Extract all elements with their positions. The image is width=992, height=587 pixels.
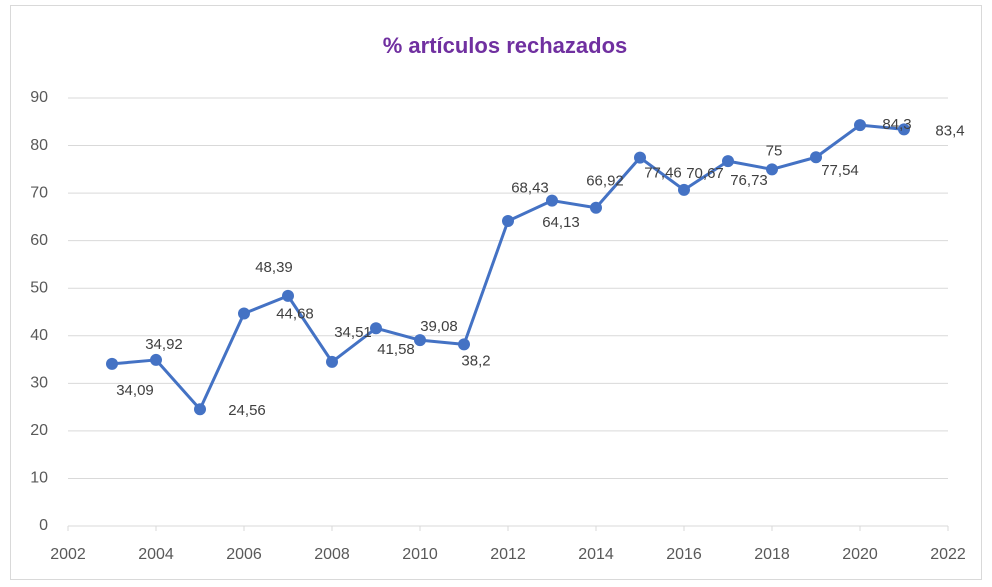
x-tick-label: 2018: [754, 546, 790, 563]
marker: [238, 307, 250, 320]
marker: [898, 123, 910, 136]
y-tick-label: 0: [39, 517, 48, 534]
y-tick-label: 80: [30, 137, 48, 154]
data-label: 44,68: [276, 305, 314, 322]
y-tick-label: 50: [30, 279, 48, 296]
data-label: 75: [766, 142, 783, 159]
data-label: 83,4: [935, 122, 964, 139]
marker: [150, 353, 162, 366]
data-label: 34,51: [334, 324, 372, 341]
data-label: 70,67: [686, 165, 724, 182]
marker: [810, 151, 822, 164]
marker: [678, 183, 690, 196]
data-label: 77,54: [821, 162, 859, 179]
marker: [326, 355, 338, 368]
marker: [502, 215, 514, 228]
data-label: 64,13: [542, 214, 580, 231]
x-tick-label: 2016: [666, 546, 702, 563]
marker: [194, 403, 206, 416]
data-label: 84,3: [882, 116, 911, 133]
chart-border: [10, 5, 982, 580]
marker: [766, 163, 778, 176]
x-tick-label: 2002: [50, 546, 86, 563]
y-tick-label: 20: [30, 422, 48, 439]
x-tick-label: 2012: [490, 546, 526, 563]
y-tick-label: 90: [30, 89, 48, 106]
marker: [106, 357, 118, 370]
x-tick-label: 2014: [578, 546, 614, 563]
marker: [634, 151, 646, 164]
data-label: 76,73: [730, 172, 768, 189]
marker: [370, 322, 382, 335]
marker: [854, 119, 866, 132]
marker: [458, 338, 470, 351]
data-label: 77,46: [644, 165, 682, 182]
y-tick-label: 70: [30, 184, 48, 201]
data-label: 38,2: [461, 352, 490, 369]
data-label: 48,39: [255, 259, 293, 276]
data-label: 39,08: [420, 318, 458, 335]
marker: [722, 155, 734, 168]
x-tick-label: 2020: [842, 546, 878, 563]
data-label: 66,92: [586, 173, 624, 190]
marker: [414, 334, 426, 347]
y-tick-label: 30: [30, 375, 48, 392]
x-tick-label: 2004: [138, 546, 174, 563]
data-label: 41,58: [377, 341, 415, 358]
chart-title: % artículos rechazados: [383, 33, 628, 58]
y-tick-label: 60: [30, 232, 48, 249]
y-tick-label: 10: [30, 470, 48, 487]
y-tick-label: 40: [30, 327, 48, 344]
marker: [282, 289, 294, 302]
x-tick-label: 2022: [930, 546, 966, 563]
x-tick-label: 2008: [314, 546, 350, 563]
data-label: 68,43: [511, 180, 549, 197]
marker: [590, 201, 602, 214]
x-tick-label: 2006: [226, 546, 262, 563]
data-label: 24,56: [228, 402, 266, 419]
x-tick-label: 2010: [402, 546, 438, 563]
data-label: 34,92: [145, 336, 183, 353]
data-label: 34,09: [116, 382, 154, 399]
marker: [546, 194, 558, 207]
